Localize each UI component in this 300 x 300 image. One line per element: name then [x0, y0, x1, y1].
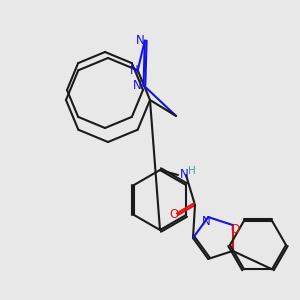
Text: N: N: [136, 34, 144, 47]
Text: O: O: [230, 223, 239, 236]
Text: N: N: [180, 169, 189, 182]
Text: N: N: [133, 79, 142, 92]
Text: N: N: [202, 214, 211, 228]
Text: N: N: [130, 64, 139, 77]
Text: O: O: [169, 208, 178, 221]
Text: H: H: [188, 166, 196, 176]
